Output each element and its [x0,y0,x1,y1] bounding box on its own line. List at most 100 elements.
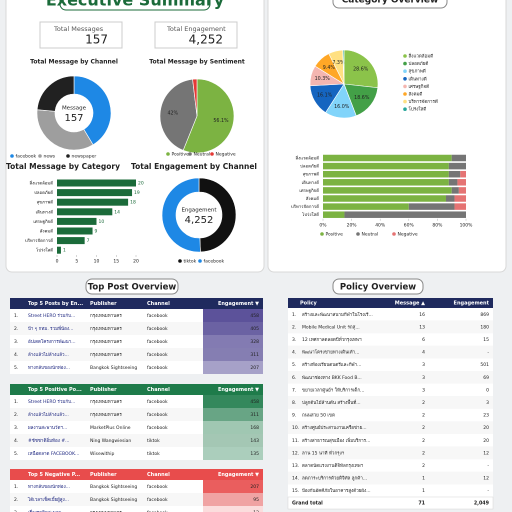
y-tick-label: เศรษฐกิจดี [299,188,319,194]
column-header: Policy [300,301,317,307]
chart-title: Category Overview [342,0,439,6]
table-cell: Bangkok Sightseeing [90,365,137,371]
table-cell: 95 [253,497,259,503]
table-cell: - [487,464,489,469]
table-cell: กรุงเทพมหานคร [90,326,122,332]
bar-segment [344,211,466,218]
table-row [288,421,493,434]
column-header: Channel [147,301,170,307]
bar-segment [451,187,459,194]
column-header: Engagement ▼ [218,472,259,478]
table-cell: 8. [292,400,296,406]
table-cell: 501 [480,362,489,368]
table-cell: ขยายเวลาศูนย์ฯ ให้บริการเด็ก... [302,385,364,393]
table-cell: 5. [14,365,18,371]
y-tick-label: บริหารจัดการดี [25,238,53,244]
table-cell: ลาน 15 นาที ทั่วกรุงฯ [302,449,345,456]
data-label: 14 [114,209,120,215]
value-shade [203,421,263,434]
table-header [10,469,263,480]
bar-segment [457,179,466,186]
table-cell: ป้องกันอัคคีภัยในอาคารสูงด้วยผัง... [302,488,371,494]
data-label: 19 [134,190,140,196]
data-label: 16.1% [317,93,333,99]
data-label: 18.6% [354,95,370,101]
column-header: Top 5 Posts by En... [28,301,83,307]
value-shade [203,348,263,361]
y-tick-label: เดินทางดี [302,180,320,186]
table-cell: 12 [483,450,489,456]
table-cell: 69 [483,375,489,381]
bar-segment [454,203,466,210]
center-value: 157 [64,113,83,124]
bar-segment [323,187,452,194]
legend-label: เดินทางดี [409,76,427,82]
table-cell: 10. [292,425,299,431]
table-cell: สร้างและพัฒนาสนามกีฬาในโรงเรี... [302,311,373,318]
data-label: 7.3% [332,60,345,66]
data-label: 16.0% [334,104,350,110]
legend-label: Neutral [194,152,211,158]
slice [161,177,201,253]
data-label: 7 [87,238,90,244]
table-row [10,361,263,374]
table-cell: ปลูกต้นไม้ล้านต้น สร้างพื้นที่... [302,399,361,406]
category-panel [267,0,507,273]
table-cell: 1. [14,313,18,319]
y-tick-label: เศรษฐกิจดี [33,219,53,225]
legend-label: บริหารจัดการดี [409,99,438,105]
data-label: 10 [99,219,105,225]
table-row [10,309,263,322]
data-label: 18 [130,200,136,206]
table-cell: 1 [422,488,425,494]
legend-label: สังคมดี [409,92,423,98]
table-cell: ทางกลับของนักท่อง... [28,365,70,371]
table-cell: 3. [14,425,18,431]
table-row [10,348,263,361]
chart-title: Total Message by Channel [30,59,118,66]
table-cell: 11. [292,438,299,444]
table-cell: 13 [419,324,425,330]
table-cell: ล้างแล้วไม่ล้างแล้ว... [28,412,69,418]
y-tick-label: สังคมดี [306,196,319,202]
table-cell: 458 [250,313,259,319]
table-cell: สร้างศูนย์ประสานงานเครือข่าย... [302,424,367,431]
column-header: Engagement [454,301,490,307]
legend-swatch [66,154,70,158]
table-cell: Mobile Medical Unit รถสุ... [302,324,360,330]
table-cell: สร้างสาธารณสุขเมือง เพิ่มบริการ... [302,437,370,444]
kpi-label: Total Engagement [166,25,226,33]
x-tick-label: 10 [94,259,100,265]
slice [36,109,94,151]
table-cell: 869 [480,312,489,318]
table-cell: facebook [147,425,168,431]
title-pill [59,0,211,11]
table-cell: 12. [292,450,299,456]
bar-segment [323,170,449,178]
table-cell: 2 [422,438,425,444]
data-label: 10.3% [315,76,331,82]
legend-swatch [403,99,407,104]
chart-title: Total Engagement by Channel [131,162,257,171]
column-header: Engagement ▼ [218,387,259,393]
slice [73,75,112,146]
table-row [288,396,493,409]
x-tick-label: 60% [404,222,415,228]
table-row [10,395,263,408]
y-tick-label: สิ่งแวดล้อมดี [295,155,319,162]
table-row [10,335,263,348]
table-cell: 2 [422,400,425,406]
center-value: 4,252 [185,215,214,226]
table-cell: 1 [422,476,425,482]
table-cell: 3. [292,337,296,343]
table-cell: 180 [480,324,489,330]
x-tick-label: 100% [460,222,474,228]
table-cell: 2 [422,463,425,469]
table-cell: 2 [422,413,425,419]
data-label: 9.4% [323,65,336,71]
table-cell: 20 [483,425,489,431]
table-row [10,506,263,512]
legend-label: สุขภาพดี [409,69,426,75]
column-header: Engagement ▼ [218,301,259,307]
bar-segment [448,179,458,186]
